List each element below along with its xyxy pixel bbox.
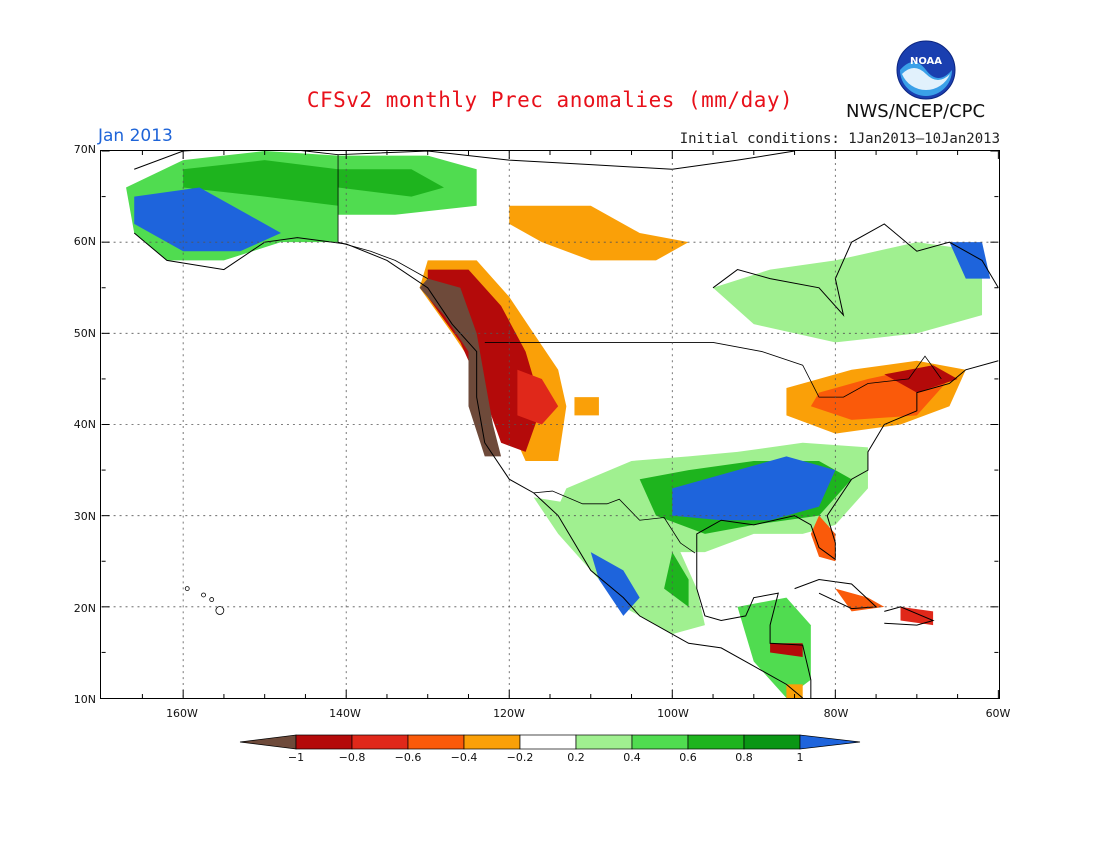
anomaly-honduras-dry: [770, 643, 803, 657]
colorbar-arrow-low: [239, 734, 297, 750]
colorbar-label: 0.4: [623, 751, 641, 764]
lon-label-120w: 120W: [493, 707, 525, 720]
border-alaska-canada: [337, 154, 428, 279]
anomaly-labrador-strong-wet: [949, 242, 991, 279]
colorbar-swatch-6: [575, 734, 633, 750]
lat-label-40n: 40N: [73, 418, 96, 431]
map-title: CFSv2 monthly Prec anomalies (mm/day): [306, 88, 794, 112]
colorbar-label: −0.4: [450, 751, 478, 764]
colorbar-swatch-3: [407, 734, 465, 750]
anomaly-hispaniola-dry: [900, 606, 934, 626]
anomaly-new-england-strong-dry: [884, 365, 958, 393]
colorbar-swatch-2: [351, 734, 409, 750]
anomaly-florida-dry: [810, 515, 836, 562]
anomaly-pacific-nw-very-dry: [419, 278, 502, 457]
lat-label-10n: 10N: [73, 693, 96, 706]
colorbar-swatch-4: [463, 734, 521, 750]
anomaly-caribbean-dry: [835, 588, 885, 612]
anomaly-yukon-moderate: [338, 169, 444, 197]
anomaly-east-canada-wet: [713, 242, 983, 343]
anomaly-alaska-north-moderate: [183, 160, 339, 206]
forecast-period: Jan 2013: [98, 126, 173, 146]
colorbar-swatch-7: [631, 734, 689, 750]
lat-label-20n: 20N: [73, 602, 96, 615]
initial-conditions: Initial conditions: 1Jan2013–10Jan2013: [679, 131, 1000, 147]
colorbar-swatch-8: [687, 734, 745, 750]
colorbar-label: −0.6: [394, 751, 422, 764]
lon-label-140w: 140W: [329, 707, 361, 720]
agency-label: NWS/NCEP/CPC: [846, 101, 986, 122]
colorbar-label: 0.8: [735, 751, 753, 764]
coastline-pacific: [133, 232, 803, 698]
colorbar-arrow-high: [799, 734, 861, 750]
coastline-hispaniola: [884, 606, 935, 626]
colorbar-swatch-5: [519, 734, 577, 750]
colorbar: [239, 734, 861, 750]
map-canvas: [101, 151, 999, 698]
anomaly-interior-dry: [517, 369, 559, 425]
coastline-cuba: [794, 579, 878, 610]
anomaly-mexico-west-strong: [590, 552, 640, 616]
logo-lettering: NOAA: [910, 56, 942, 67]
hawaii-island-1: [201, 592, 206, 598]
coastline-atlantic: [696, 360, 999, 561]
precip-anomaly-map: [100, 150, 1000, 699]
lat-label-60n: 60N: [73, 235, 96, 248]
colorbar-swatch-1: [295, 734, 353, 750]
border-us-mexico: [533, 490, 696, 554]
noaa-logo: NOAA: [896, 40, 956, 100]
colorbar-swatch-9: [743, 734, 801, 750]
anomaly-mexico-light-wet: [533, 497, 705, 635]
anomaly-plains-dry-spot: [574, 397, 599, 416]
lon-label-60w: 60W: [985, 707, 1011, 720]
hawaii-island-0: [184, 586, 190, 591]
hawaii-island-2: [209, 597, 215, 602]
hawaii-island-3: [215, 606, 225, 615]
coastline-gulf-mexico: [696, 552, 812, 698]
colorbar-label: 0.6: [679, 751, 697, 764]
colorbar-label: −1: [287, 751, 305, 764]
lon-label-160w: 160W: [166, 707, 198, 720]
lon-label-100w: 100W: [657, 707, 689, 720]
anomaly-canada-dry: [509, 205, 689, 261]
colorbar-label: −0.2: [506, 751, 534, 764]
lat-label-50n: 50N: [73, 327, 96, 340]
anomaly-alaska-strong-wet: [134, 187, 281, 252]
anomaly-southeast-strong-wet: [672, 456, 836, 521]
lon-label-80w: 80W: [823, 707, 849, 720]
lat-label-30n: 30N: [73, 510, 96, 523]
coastline-hudson-bay: [712, 223, 999, 317]
colorbar-label: −0.8: [338, 751, 366, 764]
lat-label-70n: 70N: [73, 143, 96, 156]
colorbar-label: 1: [796, 751, 804, 764]
coastline-arctic: [134, 151, 795, 170]
colorbar-label: 0.2: [567, 751, 585, 764]
border-us-canada: [484, 342, 942, 398]
